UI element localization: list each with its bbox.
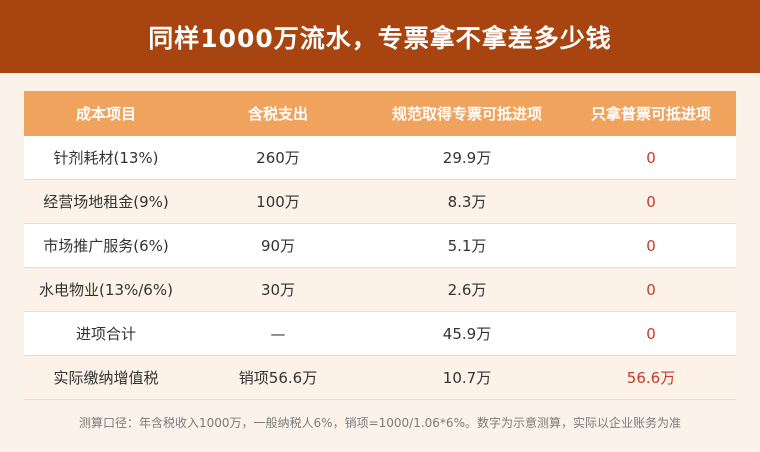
cell-cost-item: 市场推广服务(6%) <box>24 223 188 268</box>
comparison-table: 成本项目 含税支出 规范取得专票可抵进项 只拿普票可抵进项 针剂耗材(13%) … <box>24 91 736 400</box>
cell-special-deduction: 2.6万 <box>368 267 566 312</box>
cell-expense: 260万 <box>188 136 368 180</box>
cell-expense: — <box>188 311 368 356</box>
cell-special-deduction: 8.3万 <box>368 179 566 224</box>
cell-cost-item: 针剂耗材(13%) <box>24 136 188 180</box>
cell-special-deduction: 5.1万 <box>368 223 566 268</box>
cell-cost-item: 进项合计 <box>24 311 188 356</box>
footnote: 测算口径：年含税收入1000万，一般纳税人6%，销项=1000/1.06*6%。… <box>79 416 681 430</box>
cell-special-deduction: 29.9万 <box>368 136 566 180</box>
header-cost-item: 成本项目 <box>24 91 188 136</box>
cell-special-deduction: 45.9万 <box>368 311 566 356</box>
title-banner: 同样1000万流水，专票拿不拿差多少钱 <box>0 0 760 73</box>
cell-cost-item: 经营场地租金(9%) <box>24 179 188 224</box>
cell-cost-item: 水电物业(13%/6%) <box>24 267 188 312</box>
table-row: 水电物业(13%/6%) 30万 2.6万 0 <box>24 267 736 312</box>
table-row-vat-payable: 实际缴纳增值税 销项56.6万 10.7万 56.6万 <box>24 355 736 400</box>
cell-expense: 90万 <box>188 223 368 268</box>
header-ordinary-invoice-deduction: 只拿普票可抵进项 <box>566 91 736 136</box>
table-row-input-total: 进项合计 — 45.9万 0 <box>24 311 736 356</box>
cell-cost-item: 实际缴纳增值税 <box>24 355 188 400</box>
cell-ordinary-deduction: 0 <box>566 223 736 268</box>
table-row: 经营场地租金(9%) 100万 8.3万 0 <box>24 179 736 224</box>
cell-ordinary-deduction: 0 <box>566 267 736 312</box>
table-header-row: 成本项目 含税支出 规范取得专票可抵进项 只拿普票可抵进项 <box>24 91 736 136</box>
cell-ordinary-deduction: 56.6万 <box>566 355 736 400</box>
cell-ordinary-deduction: 0 <box>566 136 736 180</box>
cell-expense: 30万 <box>188 267 368 312</box>
cell-special-deduction: 10.7万 <box>368 355 566 400</box>
cell-ordinary-deduction: 0 <box>566 179 736 224</box>
table-row: 针剂耗材(13%) 260万 29.9万 0 <box>24 136 736 180</box>
header-tax-inclusive-expense: 含税支出 <box>188 91 368 136</box>
cell-ordinary-deduction: 0 <box>566 311 736 356</box>
table-row: 市场推广服务(6%) 90万 5.1万 0 <box>24 223 736 268</box>
cell-expense: 销项56.6万 <box>188 355 368 400</box>
page-title: 同样1000万流水，专票拿不拿差多少钱 <box>148 23 612 53</box>
header-special-invoice-deduction: 规范取得专票可抵进项 <box>368 91 566 136</box>
cell-expense: 100万 <box>188 179 368 224</box>
